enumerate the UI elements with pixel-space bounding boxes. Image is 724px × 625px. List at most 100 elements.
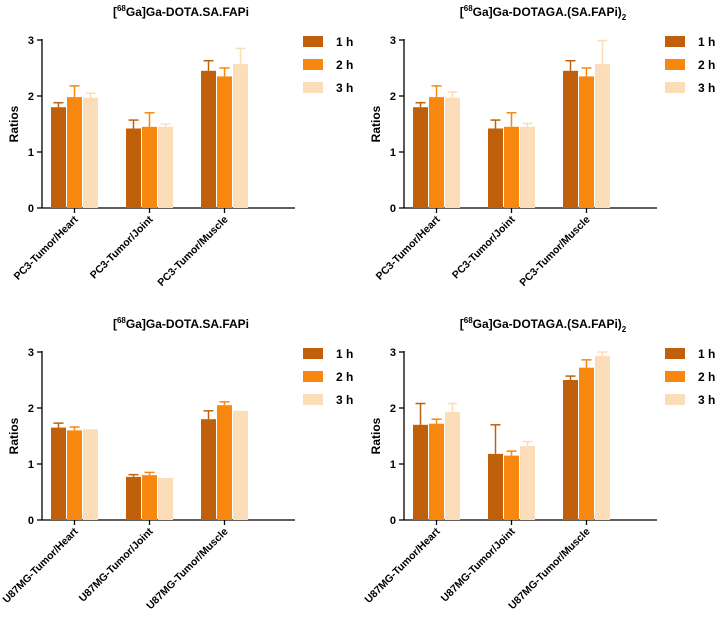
chart-panel-u87mg-dotaga: [68Ga]Ga-DOTAGA.(SA.FAPi)2 Ratios 0 1 2 3 U87M… bbox=[362, 312, 724, 624]
chart-svg: [68Ga]Ga-DOTAGA.(SA.FAPi)2 Ratios 0 1 2 3 U87M… bbox=[362, 316, 715, 612]
bar-u87mg-tumor-muscle-3-h bbox=[233, 410, 248, 520]
chart-title: [68Ga]Ga-DOTAGA.(SA.FAPi)2 bbox=[460, 4, 627, 22]
bar-u87mg-tumor-joint-3-h bbox=[520, 446, 535, 520]
bar-u87mg-tumor-muscle-2-h bbox=[579, 367, 594, 520]
x-category-label: PC3-Tumor/Heart bbox=[374, 213, 443, 282]
x-category-label: PC3-Tumor/Joint bbox=[88, 213, 156, 281]
x-category-label: U87MG-Tumor/Heart bbox=[0, 525, 80, 605]
y-axis-label: Ratios bbox=[7, 417, 21, 454]
chart-panel-pc3-dota: [68Ga]Ga-DOTA.SA.FAPi Ratios 0 1 2 3 PC3-Tumor… bbox=[0, 0, 362, 312]
y-tick-label: 1 bbox=[390, 459, 396, 471]
x-category-label: U87MG-Tumor/Muscle bbox=[144, 526, 230, 612]
x-category-label: U87MG-Tumor/Muscle bbox=[506, 526, 592, 612]
bar-pc3-tumor-heart-1-h bbox=[51, 107, 66, 208]
y-axis-label: Ratios bbox=[369, 417, 383, 454]
bar-pc3-tumor-joint-1-h bbox=[488, 128, 503, 208]
bar-pc3-tumor-joint-3-h bbox=[520, 126, 535, 208]
legend-label-1-h: 1 h bbox=[698, 347, 715, 361]
legend-swatch-3-h bbox=[303, 394, 323, 405]
y-tick-label: 1 bbox=[390, 147, 396, 159]
y-tick-label: 2 bbox=[28, 91, 34, 103]
legend-label-3-h: 3 h bbox=[698, 81, 715, 95]
bar-pc3-tumor-muscle-1-h bbox=[201, 70, 216, 208]
legend-swatch-3-h bbox=[665, 394, 685, 405]
legend-swatch-1-h bbox=[665, 36, 685, 47]
y-tick-label: 3 bbox=[390, 347, 396, 359]
legend-swatch-2-h bbox=[665, 59, 685, 70]
chart-svg: [68Ga]Ga-DOTA.SA.FAPi Ratios 0 1 2 3 PC3-Tumor… bbox=[7, 4, 353, 289]
bar-pc3-tumor-muscle-3-h bbox=[595, 64, 610, 208]
bar-pc3-tumor-joint-2-h bbox=[142, 126, 157, 208]
legend-label-2-h: 2 h bbox=[698, 58, 715, 72]
x-category-label: PC3-Tumor/Muscle bbox=[517, 214, 592, 289]
legend-label-2-h: 2 h bbox=[698, 370, 715, 384]
bar-pc3-tumor-heart-2-h bbox=[429, 97, 444, 208]
bar-u87mg-tumor-joint-1-h bbox=[126, 476, 141, 520]
bar-u87mg-tumor-heart-1-h bbox=[413, 424, 428, 520]
legend-label-2-h: 2 h bbox=[336, 58, 353, 72]
chart-svg: [68Ga]Ga-DOTAGA.(SA.FAPi)2 Ratios 0 1 2 3 PC3-… bbox=[369, 4, 715, 289]
bar-u87mg-tumor-joint-2-h bbox=[142, 475, 157, 520]
y-tick-label: 2 bbox=[390, 403, 396, 415]
bar-u87mg-tumor-muscle-1-h bbox=[201, 419, 216, 520]
y-tick-label: 2 bbox=[390, 91, 396, 103]
legend-swatch-2-h bbox=[665, 371, 685, 382]
chart-panel-u87mg-dota: [68Ga]Ga-DOTA.SA.FAPi Ratios 0 1 2 3 U87MG-Tum… bbox=[0, 312, 362, 624]
bar-u87mg-tumor-heart-3-h bbox=[83, 429, 98, 520]
y-axis-label: Ratios bbox=[7, 105, 21, 142]
legend-label-3-h: 3 h bbox=[336, 393, 353, 407]
legend-label-1-h: 1 h bbox=[336, 35, 353, 49]
legend-label-3-h: 3 h bbox=[336, 81, 353, 95]
bar-pc3-tumor-joint-3-h bbox=[158, 126, 173, 208]
bar-u87mg-tumor-muscle-3-h bbox=[595, 355, 610, 520]
bar-u87mg-tumor-joint-1-h bbox=[488, 453, 503, 520]
bar-pc3-tumor-joint-1-h bbox=[126, 128, 141, 208]
y-tick-label: 0 bbox=[28, 203, 34, 215]
bar-u87mg-tumor-heart-3-h bbox=[445, 411, 460, 520]
x-category-label: U87MG-Tumor/Joint bbox=[77, 525, 156, 604]
legend-label-1-h: 1 h bbox=[336, 347, 353, 361]
bar-pc3-tumor-heart-3-h bbox=[445, 97, 460, 208]
bar-u87mg-tumor-joint-2-h bbox=[504, 455, 519, 520]
bar-u87mg-tumor-heart-2-h bbox=[67, 430, 82, 520]
chart-title: [68Ga]Ga-DOTA.SA.FAPi bbox=[113, 316, 249, 331]
chart-title: [68Ga]Ga-DOTA.SA.FAPi bbox=[113, 4, 249, 19]
bar-pc3-tumor-muscle-2-h bbox=[579, 76, 594, 209]
x-category-label: PC3-Tumor/Muscle bbox=[155, 214, 230, 289]
legend-swatch-1-h bbox=[303, 36, 323, 47]
y-tick-label: 2 bbox=[28, 403, 34, 415]
legend-swatch-2-h bbox=[303, 371, 323, 382]
legend-swatch-1-h bbox=[665, 348, 685, 359]
bar-pc3-tumor-muscle-1-h bbox=[563, 70, 578, 208]
bar-pc3-tumor-heart-1-h bbox=[413, 107, 428, 208]
legend-label-1-h: 1 h bbox=[698, 35, 715, 49]
x-category-label: U87MG-Tumor/Joint bbox=[439, 525, 518, 604]
y-tick-label: 3 bbox=[28, 35, 34, 47]
bar-pc3-tumor-heart-3-h bbox=[83, 97, 98, 208]
chart-panel-pc3-dotaga: [68Ga]Ga-DOTAGA.(SA.FAPi)2 Ratios 0 1 2 3 PC3-… bbox=[362, 0, 724, 312]
bar-pc3-tumor-muscle-3-h bbox=[233, 64, 248, 208]
bar-u87mg-tumor-joint-3-h bbox=[158, 478, 173, 520]
legend-label-2-h: 2 h bbox=[336, 370, 353, 384]
x-category-label: PC3-Tumor/Heart bbox=[12, 213, 81, 282]
bar-u87mg-tumor-muscle-1-h bbox=[563, 380, 578, 520]
y-tick-label: 0 bbox=[390, 203, 396, 215]
y-axis-label: Ratios bbox=[369, 105, 383, 142]
legend-swatch-3-h bbox=[665, 82, 685, 93]
chart-title: [68Ga]Ga-DOTAGA.(SA.FAPi)2 bbox=[460, 316, 627, 334]
x-category-label: PC3-Tumor/Joint bbox=[450, 213, 518, 281]
bar-u87mg-tumor-muscle-2-h bbox=[217, 405, 232, 520]
bar-pc3-tumor-joint-2-h bbox=[504, 126, 519, 208]
y-tick-label: 0 bbox=[28, 515, 34, 527]
chart-svg: [68Ga]Ga-DOTA.SA.FAPi Ratios 0 1 2 3 U87MG-Tum… bbox=[0, 316, 353, 612]
legend-swatch-1-h bbox=[303, 348, 323, 359]
legend-swatch-3-h bbox=[303, 82, 323, 93]
y-tick-label: 1 bbox=[28, 147, 34, 159]
y-tick-label: 0 bbox=[390, 515, 396, 527]
y-tick-label: 1 bbox=[28, 459, 34, 471]
legend-swatch-2-h bbox=[303, 59, 323, 70]
bar-u87mg-tumor-heart-1-h bbox=[51, 427, 66, 520]
bar-u87mg-tumor-heart-2-h bbox=[429, 423, 444, 520]
x-category-label: U87MG-Tumor/Heart bbox=[362, 525, 442, 605]
bar-pc3-tumor-heart-2-h bbox=[67, 97, 82, 208]
